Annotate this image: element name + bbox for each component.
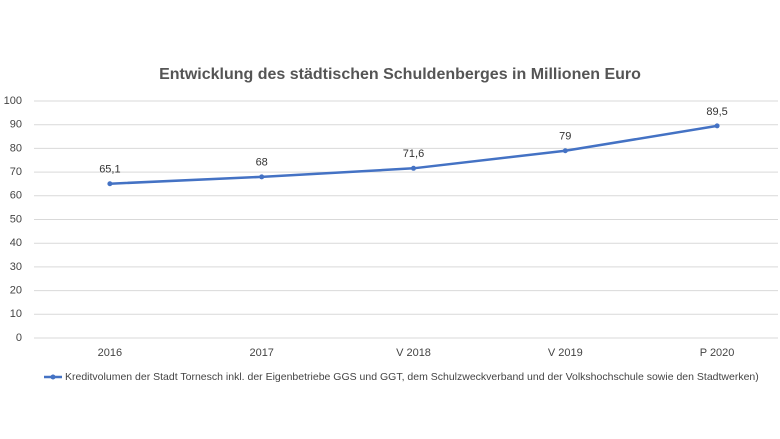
x-tick-label: 2016 <box>98 347 122 359</box>
data-label: 65,1 <box>99 164 120 176</box>
y-tick-label: 70 <box>10 166 22 178</box>
data-label: 71,6 <box>403 148 424 160</box>
y-tick-label: 100 <box>4 95 22 107</box>
y-tick-label: 10 <box>10 308 22 320</box>
y-tick-label: 40 <box>10 237 22 249</box>
point <box>562 148 568 154</box>
point <box>259 174 265 180</box>
point <box>411 165 416 171</box>
data-label: 68 <box>256 157 268 169</box>
point <box>714 123 720 129</box>
x-tick-label: 2017 <box>249 347 273 359</box>
y-tick-label: 80 <box>10 142 22 154</box>
y-tick-label: 30 <box>10 261 22 273</box>
legend-marker <box>50 374 56 380</box>
y-tick-label: 60 <box>10 190 22 202</box>
x-tick-label: V 2018 <box>396 347 431 359</box>
chart-title: Entwicklung des städtischen Schuldenberg… <box>159 66 641 83</box>
x-tick-label: P 2020 <box>700 347 735 359</box>
data-label: 89,5 <box>706 106 727 118</box>
y-tick-label: 90 <box>10 119 22 131</box>
y-tick-label: 20 <box>10 285 22 297</box>
y-tick-label: 0 <box>16 332 22 344</box>
point <box>107 181 113 187</box>
y-tick-label: 50 <box>10 213 22 225</box>
x-tick-label: V 2019 <box>548 347 583 359</box>
legend-label: Kreditvolumen der Stadt Tornesch inkl. d… <box>65 371 759 383</box>
data-label: 79 <box>559 131 571 143</box>
